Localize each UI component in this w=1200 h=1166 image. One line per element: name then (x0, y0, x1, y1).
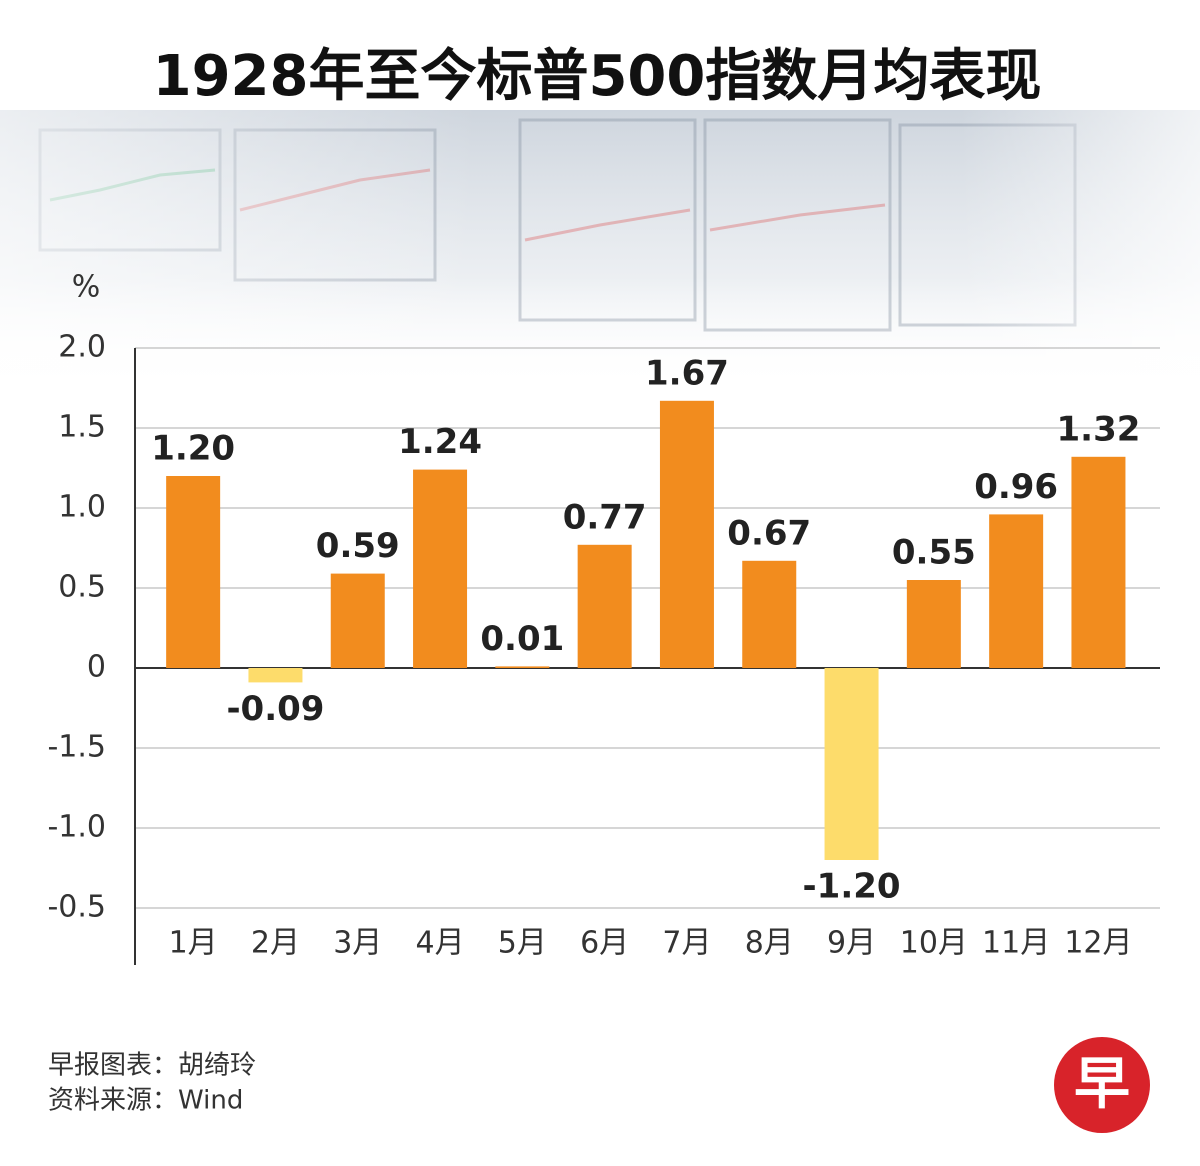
y-axis-unit: % (72, 270, 101, 305)
x-tick-label: 8月 (745, 926, 794, 961)
data-label: -0.09 (226, 689, 324, 729)
y-tick-label: 0.5 (58, 570, 106, 605)
x-tick-label: 5月 (498, 926, 547, 961)
background-fade (0, 110, 1200, 390)
source: 资料来源：Wind (48, 1086, 243, 1116)
y-tick-label: -1.5 (47, 730, 106, 765)
bar (577, 544, 632, 668)
y-tick-label: 0 (87, 650, 106, 685)
x-tick-label: 2月 (251, 926, 300, 961)
x-tick-label: 7月 (662, 926, 711, 961)
data-label: 1.24 (398, 422, 482, 462)
data-label: 1.67 (645, 353, 729, 393)
logo-text: 早 (1074, 1052, 1130, 1117)
data-label: 0.55 (892, 533, 976, 573)
x-tick-label: 11月 (982, 926, 1050, 961)
bar (166, 476, 221, 668)
credit: 早报图表：胡绮玲 (48, 1051, 256, 1081)
bar (824, 668, 879, 860)
data-label: 0.96 (974, 467, 1058, 507)
bar (248, 668, 303, 683)
logo (1054, 1037, 1150, 1133)
data-label: 0.01 (480, 619, 564, 659)
bar (330, 573, 385, 668)
x-tick-label: 4月 (416, 926, 465, 961)
bar (1071, 456, 1126, 668)
data-label: -1.20 (803, 867, 901, 907)
x-tick-label: 9月 (827, 926, 876, 961)
x-tick-label: 6月 (580, 926, 629, 961)
data-label: 0.59 (316, 526, 400, 566)
bar (989, 514, 1044, 668)
data-label: 1.32 (1057, 409, 1141, 449)
y-tick-label: 1.0 (58, 490, 106, 525)
bar (495, 666, 550, 668)
y-tick-label: 2.0 (58, 330, 106, 365)
y-tick-label: 1.5 (58, 410, 106, 445)
data-label: 0.67 (727, 513, 811, 553)
data-label: 0.77 (563, 497, 647, 537)
chart-title: 1928年至今标普500指数月均表现 (153, 44, 1042, 109)
y-tick-label: -0.5 (47, 890, 106, 925)
x-tick-label: 12月 (1064, 926, 1132, 961)
y-tick-label: -1.0 (47, 810, 106, 845)
data-label: 1.20 (151, 429, 235, 469)
bar (906, 580, 961, 668)
x-tick-label: 3月 (333, 926, 382, 961)
x-tick-label: 1月 (169, 926, 218, 961)
bar (413, 469, 468, 668)
x-tick-label: 10月 (900, 926, 968, 961)
bar (742, 560, 797, 668)
bar (659, 400, 714, 668)
